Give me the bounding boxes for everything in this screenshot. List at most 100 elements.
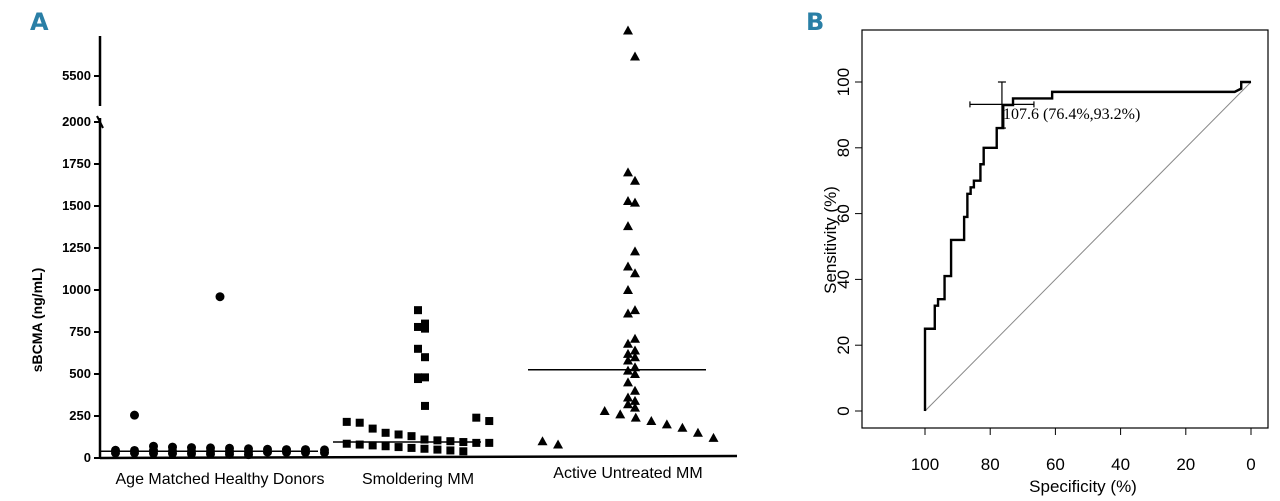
y-axis: 0 250 500 750 1000 1250 1500 1750 2000 5500 (62, 36, 738, 465)
data-point (381, 428, 390, 437)
data-point (459, 447, 468, 456)
data-point (215, 292, 225, 302)
x-tick-label: 60 (1046, 455, 1065, 474)
data-point (472, 413, 481, 422)
y-tick-label: 1500 (62, 198, 91, 213)
data-point (342, 439, 351, 448)
data-point (421, 319, 429, 328)
data-point (623, 195, 633, 205)
x-tick-label: 100 (911, 455, 939, 474)
y-tick-label: 80 (834, 138, 853, 157)
data-point (630, 385, 640, 395)
data-point (320, 448, 329, 458)
data-point (630, 305, 640, 315)
data-point (630, 362, 640, 372)
data-point (623, 355, 633, 365)
reference-diagonal (924, 81, 1252, 412)
data-point (646, 416, 657, 426)
data-point (421, 401, 429, 410)
data-point (485, 438, 494, 447)
data-point (414, 344, 422, 353)
data-point (677, 422, 688, 432)
data-point (623, 377, 633, 387)
y-tick-label: 60 (834, 204, 853, 223)
data-point (414, 322, 422, 331)
x-axis-line (99, 454, 738, 460)
y-tick-label: 0 (84, 450, 91, 465)
data-point (420, 444, 429, 453)
x-tick-label: 0 (1246, 455, 1255, 474)
data-point (407, 443, 416, 452)
data-point (301, 447, 310, 457)
data-point (630, 51, 640, 61)
data-point (368, 441, 377, 450)
data-point (661, 419, 672, 429)
data-point (708, 432, 719, 442)
data-point (623, 167, 633, 177)
data-point (355, 440, 364, 449)
scatter-points (100, 25, 719, 460)
y-tick-label: 100 (834, 68, 853, 96)
data-point (394, 430, 403, 439)
y-tick-label: 0 (834, 406, 853, 415)
data-point (421, 373, 429, 382)
x-tick-label: 40 (1111, 455, 1130, 474)
data-point (130, 410, 139, 420)
roc-line (923, 80, 1251, 411)
data-point (263, 447, 272, 457)
data-point (472, 438, 481, 447)
cutoff-annotation: 107.6 (76.4%,93.2%) (1003, 106, 1140, 123)
data-point (630, 345, 640, 355)
data-point (537, 436, 548, 446)
category-label: Age Matched Healthy Donors (116, 471, 325, 488)
y-tick-label: 500 (69, 366, 91, 381)
data-point (623, 285, 633, 294)
y-tick-label: 20 (834, 336, 853, 355)
roc-curve (923, 80, 1252, 412)
data-point (421, 353, 429, 362)
data-point (630, 369, 640, 378)
category-label: Smoldering MM (362, 471, 474, 488)
data-point (623, 308, 633, 318)
data-point (630, 268, 640, 278)
data-point (630, 412, 641, 422)
data-point (225, 449, 234, 459)
data-point (414, 306, 422, 315)
data-point (446, 437, 455, 446)
category-label: Active Untreated MM (553, 465, 702, 482)
data-point (630, 333, 640, 343)
data-point (421, 324, 429, 333)
x-tick-label: 80 (981, 455, 1000, 474)
data-point (485, 417, 494, 426)
data-point (420, 435, 429, 444)
scatter-chart-sbcma: sBCMA (ng/mL) 0 250 500 750 1000 1250 1500 1750… (29, 25, 738, 488)
roc-y-axis-label: Sensitivity (%) (821, 186, 840, 294)
data-point (407, 432, 416, 441)
data-point (692, 427, 703, 437)
y-tick-label: 40 (834, 270, 853, 289)
plot-frame (861, 29, 1269, 429)
category-labels: Age Matched Healthy Donors Smoldering MM A… (116, 465, 703, 488)
data-point (623, 348, 633, 358)
data-point (414, 375, 422, 384)
y-tick-label: 1000 (62, 282, 91, 297)
data-point (623, 392, 633, 402)
data-point (553, 439, 564, 449)
y-tick-label: 1750 (62, 156, 91, 171)
y-tick-label: 2000 (62, 114, 91, 129)
data-point (623, 338, 633, 348)
data-point (355, 418, 364, 427)
data-point (615, 409, 626, 419)
y-axis-label: sBCMA (ng/mL) (29, 268, 45, 372)
data-point (630, 352, 640, 362)
data-point (394, 443, 403, 452)
panel-label-a: A (30, 8, 49, 36)
data-point (630, 246, 640, 256)
data-point (244, 450, 253, 460)
roc-axes: 0 20 40 60 80 100 100 80 60 40 20 0 (834, 29, 1269, 474)
data-point (433, 436, 442, 445)
roc-x-axis-label: Specificity (%) (1029, 477, 1137, 496)
y-tick-label: 250 (69, 408, 91, 423)
data-point (368, 424, 377, 433)
